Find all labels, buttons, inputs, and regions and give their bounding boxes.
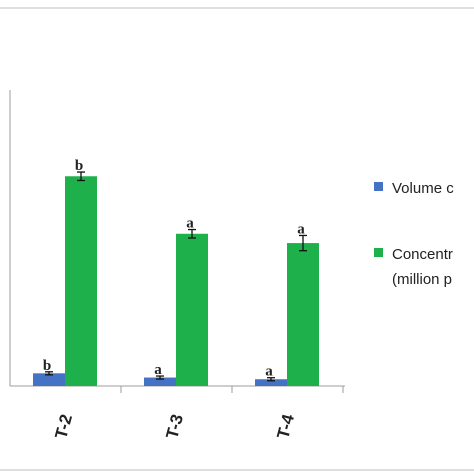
significance-label: a (186, 216, 194, 232)
legend-label-volume: Volume c (392, 180, 454, 197)
bars-group: b a a b a a (33, 158, 319, 386)
legend-swatch-volume (374, 182, 383, 191)
bar-concentration-t-4 (287, 243, 319, 386)
legend-label-concentration: Concentr (392, 246, 453, 263)
bar-volume-t-2 (33, 373, 65, 386)
legend: Volume c Concentr (million p (374, 180, 454, 288)
bar-concentration-t-2 (65, 176, 97, 386)
bar-volume-t-4 (255, 379, 287, 386)
legend-swatch-concentration (374, 248, 383, 257)
significance-label: b (43, 358, 51, 374)
significance-label: a (154, 362, 162, 378)
bar-concentration-t-3 (176, 233, 208, 386)
significance-label: b (75, 158, 83, 174)
significance-label: a (297, 221, 305, 237)
bar-volume-t-3 (144, 377, 176, 386)
significance-label: a (265, 364, 273, 380)
legend-label-concentration-line2: (million p (392, 271, 452, 288)
